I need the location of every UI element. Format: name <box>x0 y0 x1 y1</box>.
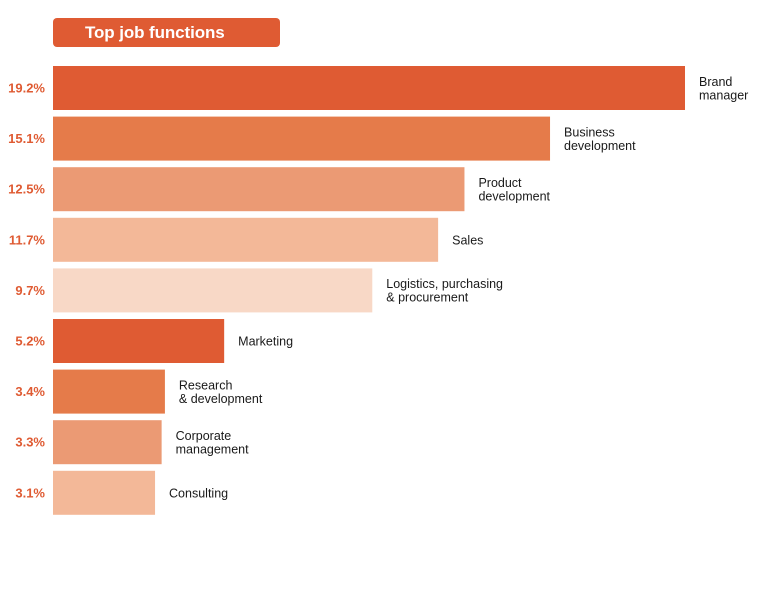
bar-2 <box>53 167 465 212</box>
value-label: 3.4% <box>15 384 45 399</box>
value-label: 15.1% <box>8 131 45 146</box>
chart-title-banner: Top job functions <box>53 18 280 47</box>
bar-5 <box>53 319 225 363</box>
value-label: 11.7% <box>9 232 46 247</box>
chart-title: Top job functions <box>85 22 225 42</box>
value-label: 12.5% <box>8 182 45 197</box>
category-label: Product <box>478 176 522 190</box>
category-label: Business <box>564 125 615 139</box>
category-label: Logistics, purchasing <box>386 277 503 291</box>
category-label: Marketing <box>238 335 293 349</box>
value-label: 9.7% <box>15 283 45 298</box>
category-label: Brand <box>699 75 732 89</box>
category-label: management <box>176 442 249 456</box>
category-label: & development <box>179 392 263 406</box>
bar-3 <box>53 217 439 262</box>
bar-7 <box>53 420 162 465</box>
bar-0 <box>53 66 685 110</box>
category-label: Research <box>179 378 233 392</box>
bar-4 <box>53 268 373 313</box>
bar-1 <box>53 116 551 161</box>
category-label: Consulting <box>169 486 228 500</box>
category-label: Corporate <box>176 429 232 443</box>
value-label: 5.2% <box>15 334 45 349</box>
value-label: 19.2% <box>8 81 45 96</box>
category-label: Sales <box>452 233 483 247</box>
category-label: development <box>478 189 550 203</box>
category-label: development <box>564 139 636 153</box>
value-label: 3.1% <box>15 485 45 500</box>
bar-6 <box>53 369 165 414</box>
category-label: manager <box>699 88 748 102</box>
category-label: & procurement <box>386 291 469 305</box>
bar-8 <box>53 470 156 515</box>
value-label: 3.3% <box>15 435 45 450</box>
